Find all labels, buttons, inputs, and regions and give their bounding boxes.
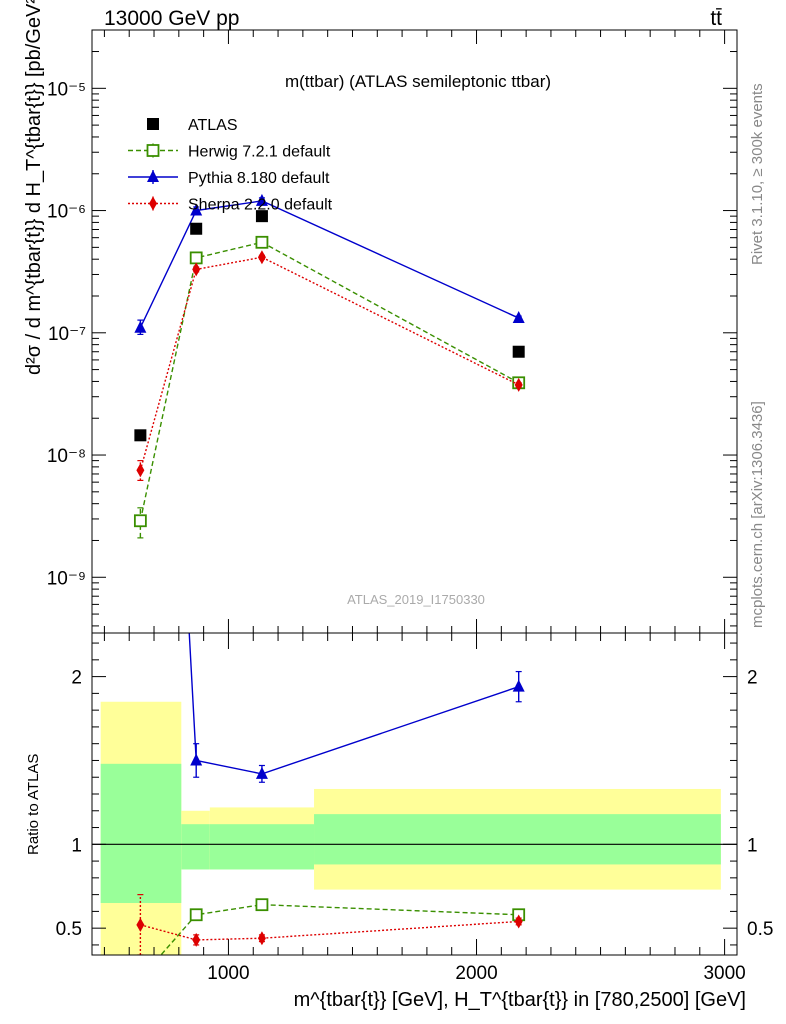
ratio-plot-frame xyxy=(91,632,738,956)
ratio-band-layer xyxy=(100,701,721,955)
herwig-point-marker xyxy=(135,973,146,984)
ratio-series-line xyxy=(160,903,519,955)
ratio-series-line xyxy=(140,920,519,941)
ratio-plot-panel: 1000 2000 3000 0.5 0.5 1 1 2 2 Ratio to ATLAS m^… xyxy=(25,632,773,1011)
data-point-marker xyxy=(190,222,203,235)
pythia-point-marker xyxy=(255,193,268,206)
main-plot-panel: 10⁻⁹ 10⁻⁸ 10⁻⁷ 10⁻⁶ 10⁻⁵ m(ttbar) (ATLAS sem… xyxy=(23,0,738,634)
header-left-label: 13000 GeV pp xyxy=(104,7,239,30)
ratio-uncertainty-band-inner xyxy=(314,814,721,865)
data-point-marker xyxy=(512,345,525,358)
y-tick-label: 10⁻⁸ xyxy=(47,446,86,467)
x-axis-label: m^{tbar{t}} [GeV], H_T^{tbar{t}} in [780… xyxy=(294,989,746,1011)
pythia-point-marker xyxy=(147,170,159,182)
sherpa-point-marker xyxy=(257,931,266,946)
ratio-uncertainty-band-inner xyxy=(100,763,182,904)
y-tick-label: 10⁻⁵ xyxy=(47,79,86,100)
ratio-series-layer xyxy=(135,633,526,984)
sherpa-point-marker xyxy=(192,932,201,947)
pythia-point-marker xyxy=(255,766,268,779)
legend: ATLAS Herwig 7.2.1 default Pythia 8.180 de… xyxy=(128,117,333,214)
pythia-point-marker xyxy=(190,203,203,216)
main-series-layer xyxy=(133,193,526,539)
y-tick-label: 10⁻⁹ xyxy=(47,568,86,589)
sherpa-point-marker xyxy=(136,463,145,478)
main-series-line xyxy=(139,256,520,471)
herwig-point-marker xyxy=(255,898,269,912)
x-tick-label: 2000 xyxy=(455,963,497,984)
legend-entry-label: Sherpa 2.2.0 default xyxy=(188,197,333,214)
pythia-point-marker xyxy=(512,311,525,324)
main-y-axis-label: d²σ / d m^{tbar{t}} d H_T^{tbar{t}} [pb/… xyxy=(23,0,45,375)
y-tick-label: 10⁻⁷ xyxy=(48,324,86,345)
data-point-marker xyxy=(147,118,159,130)
main-series-line xyxy=(139,241,520,521)
ratio-y-tick-label: 1 xyxy=(747,835,758,856)
ratio-y-tick-label: 1 xyxy=(71,835,82,856)
sherpa-point-marker xyxy=(514,377,523,392)
pythia-point-marker xyxy=(512,679,525,692)
ratio-series-line xyxy=(188,633,519,775)
rivet-version-label: Rivet 3.1.10, ≥ 300k events xyxy=(749,83,766,265)
data-point-marker xyxy=(255,210,268,223)
herwig-point-marker xyxy=(189,251,203,265)
ratio-y-tick-label: 0.5 xyxy=(747,919,773,940)
ratio-y-tick-label: 2 xyxy=(747,668,758,689)
mcplots-label: mcplots.cern.ch [arXiv:1306.3436] xyxy=(749,401,766,628)
pythia-point-marker xyxy=(190,753,203,766)
ratio-y-axis-label: Ratio to ATLAS xyxy=(25,754,42,855)
y-tick-label: 10⁻⁶ xyxy=(47,202,86,223)
ratio-y-tick-label: 2 xyxy=(71,668,82,689)
ratio-uncertainty-band-inner xyxy=(209,824,315,870)
pythia-point-marker xyxy=(134,320,147,333)
herwig-point-marker xyxy=(255,235,269,249)
legend-entry-label: Pythia 8.180 default xyxy=(188,170,330,187)
ratio-uncertainty-band-inner xyxy=(181,824,210,870)
sherpa-point-marker xyxy=(257,250,266,265)
herwig-point-marker xyxy=(133,514,147,528)
main-title: m(ttbar) (ATLAS semileptonic ttbar) xyxy=(285,72,551,91)
watermark-label: ATLAS_2019_I1750330 xyxy=(347,592,485,607)
sherpa-point-marker xyxy=(136,917,145,932)
x-tick-label: 3000 xyxy=(703,963,745,984)
sherpa-point-marker xyxy=(192,262,201,277)
ratio-y-tick-label: 0.5 xyxy=(56,919,82,940)
ratio-tick-layer: 1000 2000 3000 0.5 0.5 1 1 2 2 xyxy=(56,633,773,984)
legend-entry-label: Herwig 7.2.1 default xyxy=(188,144,331,161)
sherpa-point-marker xyxy=(149,196,157,211)
herwig-point-marker xyxy=(146,144,160,157)
herwig-point-marker xyxy=(189,908,203,922)
main-series-line xyxy=(139,200,519,329)
x-tick-label: 1000 xyxy=(207,963,249,984)
main-tick-layer: 10⁻⁹ 10⁻⁸ 10⁻⁷ 10⁻⁶ 10⁻⁵ xyxy=(47,30,737,633)
header-right-label: tt̄ xyxy=(710,7,722,30)
data-point-marker xyxy=(134,429,147,442)
legend-entry-label: ATLAS xyxy=(188,117,238,134)
sherpa-point-marker xyxy=(514,914,523,929)
